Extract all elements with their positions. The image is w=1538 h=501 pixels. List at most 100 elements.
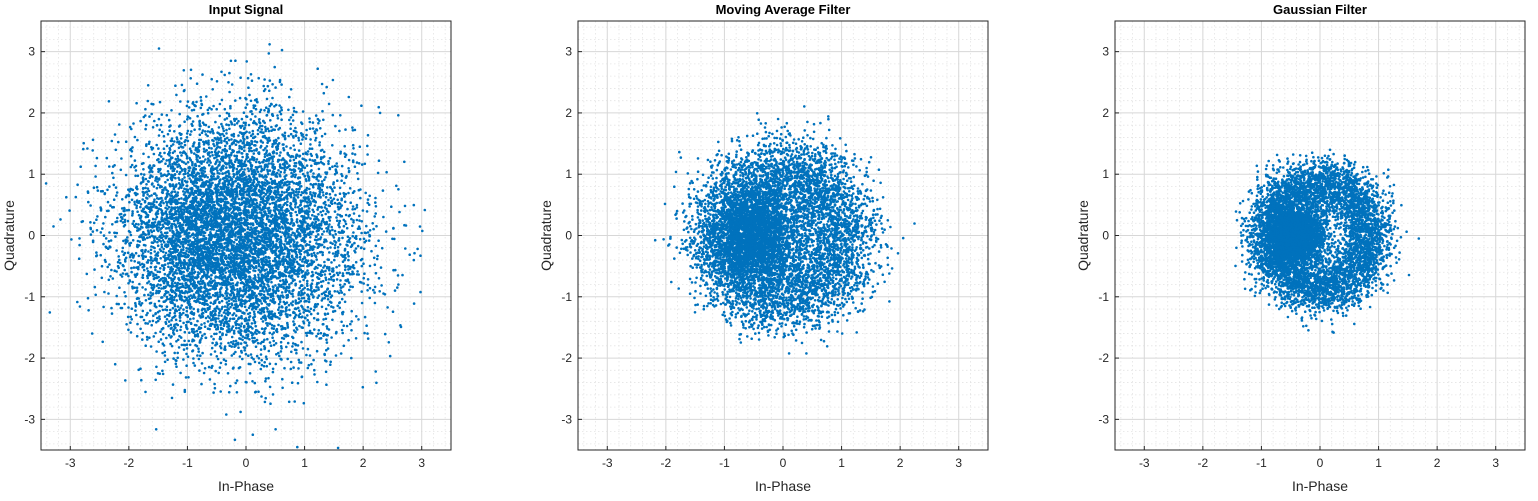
scatter-point <box>156 240 159 244</box>
scatter-point <box>183 266 187 270</box>
scatter-point <box>149 265 153 269</box>
scatter-point <box>265 154 269 157</box>
scatter-point <box>324 370 328 374</box>
scatter-point <box>305 133 308 137</box>
scatter-point <box>218 345 222 348</box>
scatter-point <box>186 129 190 133</box>
scatter-point <box>271 336 274 340</box>
scatter-point <box>397 283 400 286</box>
scatter-point <box>360 301 364 305</box>
scatter-point <box>380 284 383 287</box>
scatter-point <box>268 385 272 389</box>
scatter-point <box>183 176 186 179</box>
scatter-point <box>202 224 206 227</box>
scatter-point <box>247 306 251 310</box>
scatter-point <box>110 306 113 310</box>
scatter-point <box>344 128 347 131</box>
scatter-point <box>86 190 90 193</box>
scatter-point <box>208 378 212 381</box>
scatter-point <box>403 204 407 208</box>
scatter-point <box>184 202 188 205</box>
scatter-point <box>206 108 210 112</box>
scatter-point <box>225 301 229 304</box>
scatter-point <box>139 263 142 267</box>
scatter-point <box>127 274 130 278</box>
scatter-point <box>237 366 241 370</box>
scatter-point <box>274 284 277 287</box>
scatter-point <box>159 267 162 270</box>
scatter-point <box>316 380 319 384</box>
scatter-point <box>289 88 293 91</box>
scatter-point <box>179 328 182 332</box>
scatter-point <box>263 78 266 81</box>
scatter-point <box>278 354 281 358</box>
scatter-point <box>256 132 260 136</box>
scatter-point <box>121 198 124 201</box>
scatter-point <box>233 438 237 442</box>
scatter-point <box>199 220 203 224</box>
scatter-point <box>189 321 193 325</box>
scatter-point <box>264 377 268 380</box>
scatter-point <box>347 167 350 170</box>
scatter-point <box>306 305 310 309</box>
scatter-point <box>164 197 167 201</box>
scatter-point <box>358 237 362 241</box>
scatter-point <box>48 311 52 314</box>
scatter-point <box>345 243 348 247</box>
scatter-point <box>258 161 262 165</box>
scatter-point <box>152 185 156 188</box>
scatter-point <box>146 322 150 325</box>
scatter-point <box>207 275 211 279</box>
scatter-point <box>250 149 254 153</box>
scatter-point <box>166 170 170 173</box>
scatter-point <box>164 277 167 281</box>
scatter-point <box>187 239 191 242</box>
scatter-point <box>134 251 138 255</box>
scatter-point <box>264 272 267 276</box>
scatter-point <box>277 128 280 131</box>
scatter-point <box>285 174 288 177</box>
scatter-point <box>234 300 238 303</box>
scatter-point <box>225 123 228 126</box>
scatter-point <box>141 190 145 194</box>
scatter-point <box>243 346 247 350</box>
scatter-point <box>266 337 269 341</box>
scatter-point <box>212 175 215 178</box>
scatter-point <box>368 286 372 290</box>
scatter-point <box>118 286 121 290</box>
scatter-point <box>284 274 288 278</box>
scatter-point <box>345 271 349 275</box>
scatter-point <box>114 235 117 238</box>
scatter-point <box>286 357 290 361</box>
scatter-point <box>259 348 263 351</box>
scatter-point <box>273 206 276 209</box>
scatter-point <box>294 299 298 302</box>
scatter-point <box>201 205 205 209</box>
scatter-point <box>159 330 162 334</box>
scatter-point <box>205 258 209 262</box>
scatter-point <box>333 246 337 250</box>
scatter-point <box>263 155 267 159</box>
scatter-point <box>238 96 242 100</box>
scatter-point <box>182 358 185 361</box>
scatter-point <box>101 227 104 230</box>
scatter-point <box>348 237 352 240</box>
scatter-point <box>139 327 142 331</box>
scatter-point <box>249 222 253 225</box>
scatter-point <box>363 315 367 319</box>
scatter-point <box>170 344 174 348</box>
scatter-point <box>193 184 196 187</box>
scatter-point <box>317 263 320 267</box>
scatter-point <box>361 385 365 389</box>
scatter-point <box>373 215 377 218</box>
scatter-point <box>106 188 109 192</box>
scatter-point <box>398 210 401 214</box>
scatter-point <box>264 355 268 359</box>
scatter-point <box>288 118 291 122</box>
scatter-point <box>348 187 352 190</box>
scatter-point <box>172 357 175 360</box>
scatter-point <box>357 225 361 228</box>
scatter-point <box>204 158 207 161</box>
scatter-point <box>290 233 293 237</box>
scatter-point <box>253 381 257 385</box>
